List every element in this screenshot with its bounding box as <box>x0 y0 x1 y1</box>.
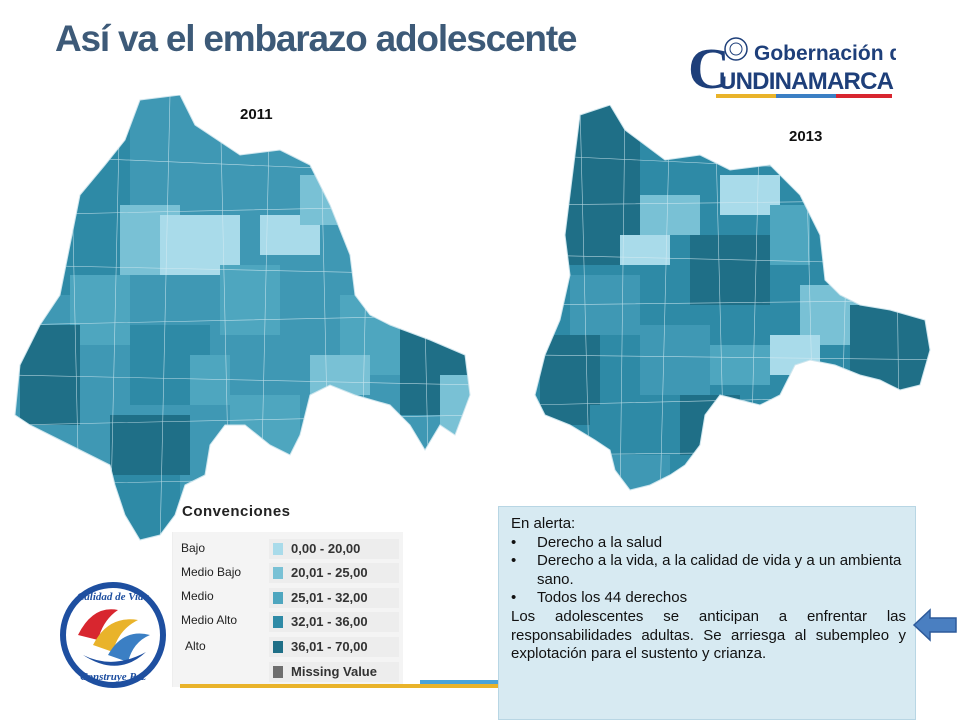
svg-text:Calidad de Vida: Calidad de Vida <box>77 591 150 603</box>
svg-text:C: C <box>688 36 730 101</box>
legend-swatch <box>273 666 283 678</box>
alert-heading: En alerta: <box>511 515 576 532</box>
alert-item: Derecho a la salud <box>511 534 906 553</box>
legend-label: Alto <box>185 639 206 653</box>
map-year-2011: 2011 <box>240 106 273 123</box>
page-title: Así va el embarazo adolescente <box>55 18 578 59</box>
alert-item: Todos los 44 derechos <box>511 589 906 608</box>
legend-range: 36,01 - 70,00 <box>269 637 399 657</box>
legend-label: Bajo <box>181 541 206 555</box>
legend-swatch <box>273 543 283 555</box>
alert-box: En alerta: Derecho a la salud Derecho a … <box>498 506 916 720</box>
map-2013 <box>534 105 931 491</box>
gobernacion-logo: C Gobernación de UNDINAMARCA <box>688 36 896 101</box>
map-year-2013: 2013 <box>789 128 823 145</box>
left-arrow-icon <box>912 608 957 642</box>
svg-text:Construye Paz: Construye Paz <box>80 671 146 683</box>
legend-title: Convenciones <box>182 503 291 520</box>
legend: Bajo Medio Bajo Medio Medio Alto Alto 0,… <box>172 532 403 687</box>
svg-text:Gobernación de: Gobernación de <box>754 42 896 65</box>
legend-range: 0,00 - 20,00 <box>269 539 399 559</box>
legend-range: 25,01 - 32,00 <box>269 588 399 608</box>
legend-swatch <box>273 641 283 653</box>
legend-range: 32,01 - 36,00 <box>269 612 399 632</box>
decorative-line <box>420 680 500 684</box>
back-arrow-button[interactable] <box>912 607 958 643</box>
legend-label: Medio Alto <box>181 613 238 627</box>
legend-swatch <box>273 616 283 628</box>
svg-text:UNDINAMARCA: UNDINAMARCA <box>719 68 894 95</box>
alert-list: Derecho a la salud Derecho a la vida, a … <box>511 534 906 608</box>
legend-range: 20,01 - 25,00 <box>269 563 399 583</box>
alert-paragraph: Los adolescentes se anticipan a enfrenta… <box>511 607 906 663</box>
legend-label: Medio Bajo <box>181 565 242 579</box>
legend-range: Missing Value <box>269 662 399 682</box>
calidad-de-vida-logo: Calidad de Vida Construye Paz <box>60 582 166 688</box>
legend-label: Medio <box>181 589 214 603</box>
legend-swatch <box>273 567 283 579</box>
decorative-line <box>180 684 500 688</box>
legend-swatch <box>273 592 283 604</box>
alert-item: Derecho a la vida, a la calidad de vida … <box>511 552 906 589</box>
map-2011 <box>14 95 471 541</box>
